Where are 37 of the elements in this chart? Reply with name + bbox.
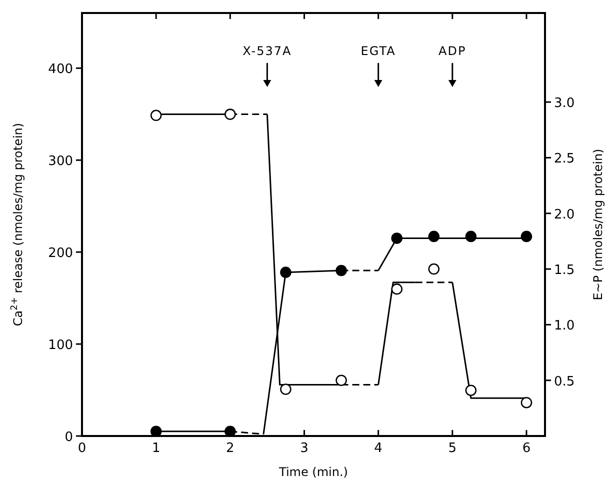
y2-tick-label: 2.5 (554, 152, 575, 167)
y-tick-label: 300 (48, 154, 73, 170)
y2-tick-label: 1.5 (554, 263, 575, 278)
point (391, 232, 402, 244)
point (520, 230, 532, 242)
point (224, 108, 236, 120)
y2-tick-label: 2.0 (554, 207, 575, 222)
y-tick-label: 200 (48, 246, 73, 262)
y2-tick-label: 1.0 (554, 318, 575, 334)
point (280, 266, 292, 278)
x-tick-label: 4 (374, 441, 382, 456)
point (428, 263, 440, 275)
y2-tick-label: 0.5 (554, 374, 575, 390)
y2-tick-label: 3.0 (554, 96, 575, 112)
point (520, 396, 532, 408)
point (336, 374, 347, 386)
annotation: ADP (438, 44, 466, 58)
point (280, 384, 292, 395)
point (465, 230, 477, 242)
x-tick-label: 5 (448, 441, 457, 456)
annotation: EGTA (360, 44, 396, 58)
point (391, 283, 402, 295)
x-tick-label: 3 (300, 441, 308, 456)
x-tick-label: 1 (152, 441, 160, 456)
point (428, 230, 440, 242)
y-tick-label: 100 (48, 338, 73, 354)
x-tick-label: 2 (226, 441, 234, 456)
x-tick-label: 6 (522, 441, 531, 456)
y-tick-label: 400 (48, 62, 73, 78)
y-tick-label: 0 (64, 430, 73, 445)
point (465, 384, 477, 396)
point (150, 110, 162, 122)
point (336, 264, 347, 276)
x-axis-title: Time (min.) (278, 465, 348, 479)
annotation: X-537A (242, 44, 292, 58)
x-tick-label: 0 (78, 441, 86, 456)
y2-axis-title: E∼P (nmoles/mg protein) (591, 148, 605, 300)
